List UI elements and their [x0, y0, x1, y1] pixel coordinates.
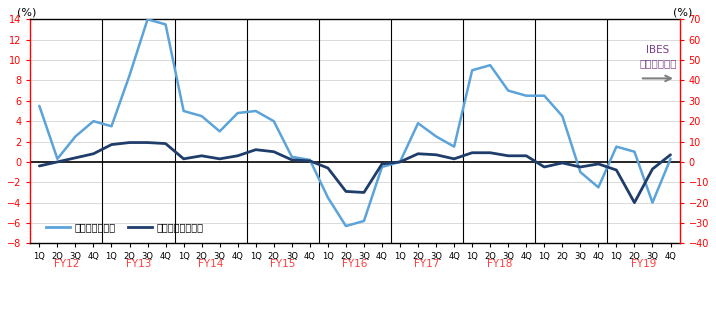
Text: (%): (%): [17, 7, 37, 17]
Text: FY16: FY16: [342, 259, 367, 269]
Text: FY14: FY14: [198, 259, 223, 269]
Text: FY19: FY19: [631, 259, 656, 269]
Text: IBES: IBES: [647, 45, 669, 55]
Text: (%): (%): [673, 7, 692, 17]
Text: FY12: FY12: [54, 259, 79, 269]
Text: コンセンサス: コンセンサス: [639, 58, 677, 68]
Legend: 売上高（左軸）, 経常利益（右軸）: 売上高（左軸）, 経常利益（右軸）: [42, 218, 208, 236]
Text: FY15: FY15: [270, 259, 296, 269]
Text: FY17: FY17: [415, 259, 440, 269]
Text: FY18: FY18: [486, 259, 512, 269]
Text: FY13: FY13: [126, 259, 151, 269]
